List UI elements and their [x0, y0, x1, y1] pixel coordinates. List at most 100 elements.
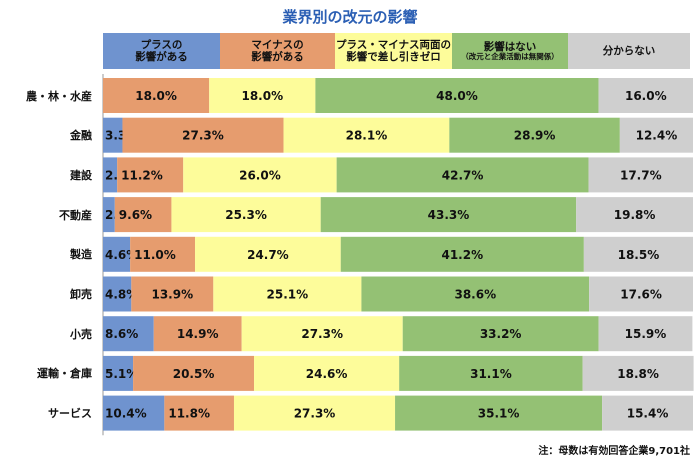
category-label: 運輸・倉庫 [37, 367, 92, 381]
bar-segment [336, 157, 589, 193]
bar-segment [103, 276, 132, 312]
data-label: 27.3% [301, 327, 343, 341]
legend-item-label: プラスの [140, 38, 183, 51]
bar-segment [588, 157, 693, 193]
data-label: 9.6% [119, 208, 152, 222]
data-label: 27.3% [182, 129, 224, 143]
data-label: 41.2% [441, 248, 483, 262]
data-label: 24.6% [306, 367, 348, 381]
bar-segment [241, 316, 403, 352]
data-label: 28.1% [346, 129, 388, 143]
data-label: 15.4% [627, 407, 669, 421]
bar-segment [233, 395, 396, 431]
category-label: 小売 [70, 327, 92, 341]
data-label: 42.7% [442, 168, 484, 182]
category-label: サービス [48, 407, 92, 421]
legend-item-2: マイナスの 影響がある [220, 33, 335, 69]
bar-segment [103, 395, 165, 431]
data-label: 26.0% [239, 168, 281, 182]
category-label: 卸売 [70, 288, 92, 301]
bar-segment [164, 395, 234, 431]
category-label: 農・林・水産 [26, 89, 92, 103]
bar-segment [583, 236, 693, 272]
data-label: 5.1% [105, 367, 138, 381]
bar-segment [582, 355, 694, 391]
data-label: 27.3% [294, 407, 336, 421]
category-label: 不動産 [59, 208, 92, 222]
bar-segment [340, 236, 584, 272]
bar-segment [598, 78, 693, 113]
bar-segment [320, 197, 577, 233]
footnote: 注：母数は有効回答企業9,701社 [538, 446, 690, 457]
bar-segment [133, 355, 255, 391]
data-label: 20.5% [173, 367, 215, 381]
bar-segment [171, 197, 321, 233]
data-label: 48.0% [436, 89, 478, 103]
data-label: 18.0% [135, 89, 177, 103]
data-label: 43.3% [428, 208, 470, 222]
bar-segment [103, 117, 123, 153]
bar-segment [361, 276, 590, 312]
legend-item-4: 影響はない （改元と企業活動は無関係） [452, 33, 568, 69]
legend-item-5: 分からない [568, 33, 690, 69]
data-label: 14.9% [177, 327, 219, 341]
data-label: 17.6% [620, 288, 662, 302]
data-label: 25.1% [267, 288, 309, 302]
data-label: 31.1% [470, 367, 512, 381]
legend-item-1: プラスの 影響がある [103, 33, 220, 69]
bar-segment [449, 117, 620, 153]
legend-item-label: 影響はない [483, 40, 537, 53]
data-label: 18.8% [617, 367, 659, 381]
data-label: 12.4% [636, 129, 678, 143]
legend-item-label: 影響がある [251, 51, 304, 63]
data-label: 8.6% [105, 327, 138, 341]
data-label: 17.7% [620, 168, 662, 182]
category-label: 製造 [70, 248, 92, 262]
data-label: 11.2% [121, 168, 163, 182]
bar-segment [122, 117, 284, 153]
data-label: 35.1% [478, 407, 520, 421]
legend-item-label: マイナスの [251, 38, 304, 51]
legend-item-3: プラス・マイナス両面の 影響で差し引きゼロ [335, 33, 452, 69]
bar-segment [103, 236, 131, 272]
bar-segment [103, 355, 134, 391]
data-label: 10.4% [105, 407, 147, 421]
bar-segment [131, 276, 214, 312]
data-label: 18.0% [241, 89, 283, 103]
data-label: 33.2% [480, 327, 522, 341]
bar-segment [283, 117, 450, 153]
bar-segment [589, 276, 693, 312]
bar-segment [399, 355, 583, 391]
bar-segment [103, 157, 118, 193]
bar-segment [619, 117, 693, 153]
bar-segment [402, 316, 599, 352]
bar-segment [576, 197, 693, 233]
bar-segment [183, 157, 337, 193]
bar-segment [209, 78, 316, 113]
data-label: 25.3% [225, 208, 267, 222]
bar-segment [103, 316, 154, 352]
data-label: 13.9% [151, 288, 193, 302]
chart-title: 業界別の改元の影響 [282, 8, 418, 26]
data-label: 19.8% [614, 208, 656, 222]
bar-segment [103, 197, 115, 233]
data-label: 24.7% [247, 248, 289, 262]
bar-segment [213, 276, 362, 312]
data-label: 16.0% [625, 89, 667, 103]
data-label: 11.8% [168, 407, 210, 421]
bar-segment [395, 395, 603, 431]
data-label: 4.8% [105, 288, 138, 302]
data-label: 4.6% [105, 248, 138, 262]
bar-segment [103, 78, 210, 113]
legend-item-label: 影響で差し引きゼロ [346, 51, 441, 63]
bar-segment [195, 236, 341, 272]
data-label: 28.9% [514, 129, 556, 143]
bar-segment [602, 395, 693, 431]
bar-segment [130, 236, 196, 272]
bar-segment [598, 316, 693, 352]
legend-item-label: プラス・マイナス両面の [335, 38, 452, 51]
legend-item-note: （改元と企業活動は無関係） [461, 51, 559, 61]
bar-segment [254, 355, 400, 391]
bar-segment [117, 157, 184, 193]
legend-item-label: 影響がある [135, 51, 188, 63]
